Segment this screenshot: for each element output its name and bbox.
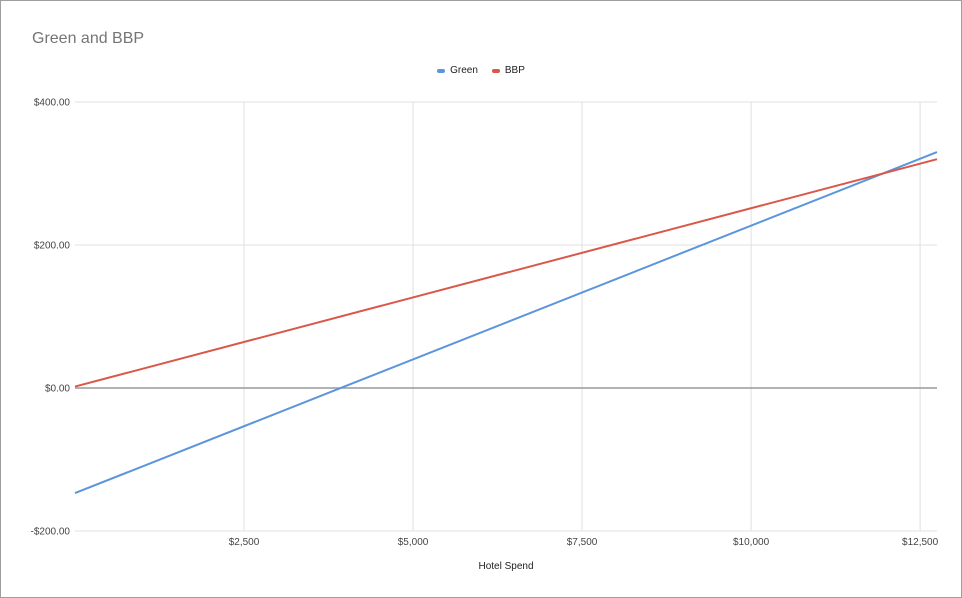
- y-tick-label: $0.00: [45, 384, 70, 395]
- series-lines: [74, 151, 938, 495]
- y-tick-label: $400.00: [34, 98, 71, 109]
- series-line-bbp: [74, 158, 938, 388]
- legend-swatch-green: [437, 68, 446, 73]
- gridlines: [75, 101, 937, 532]
- legend-swatch-bbp: [491, 68, 500, 73]
- legend-label-bbp: BBP: [504, 65, 525, 76]
- y-tick-label: -$200.00: [31, 527, 71, 538]
- legend-item-green[interactable]: Green: [437, 65, 478, 76]
- chart-title: Green and BBP: [32, 30, 145, 47]
- legend-label-green: Green: [450, 65, 478, 76]
- x-tick-label: $12,500: [902, 537, 939, 548]
- series-line-green: [74, 151, 938, 495]
- x-tick-label: $10,000: [733, 537, 770, 548]
- x-tick-label: $5,000: [398, 537, 429, 548]
- y-tick-labels: -$200.00 $0.00 $200.00 $400.00: [31, 98, 71, 538]
- x-tick-label: $2,500: [229, 537, 260, 548]
- x-tick-label: $7,500: [567, 537, 598, 548]
- x-axis-title: Hotel Spend: [478, 561, 533, 572]
- legend: Green BBP: [1, 65, 961, 76]
- y-tick-label: $200.00: [34, 241, 71, 252]
- x-tick-labels: $2,500 $5,000 $7,500 $10,000 $12,500: [229, 537, 939, 548]
- legend-item-bbp[interactable]: BBP: [491, 65, 525, 76]
